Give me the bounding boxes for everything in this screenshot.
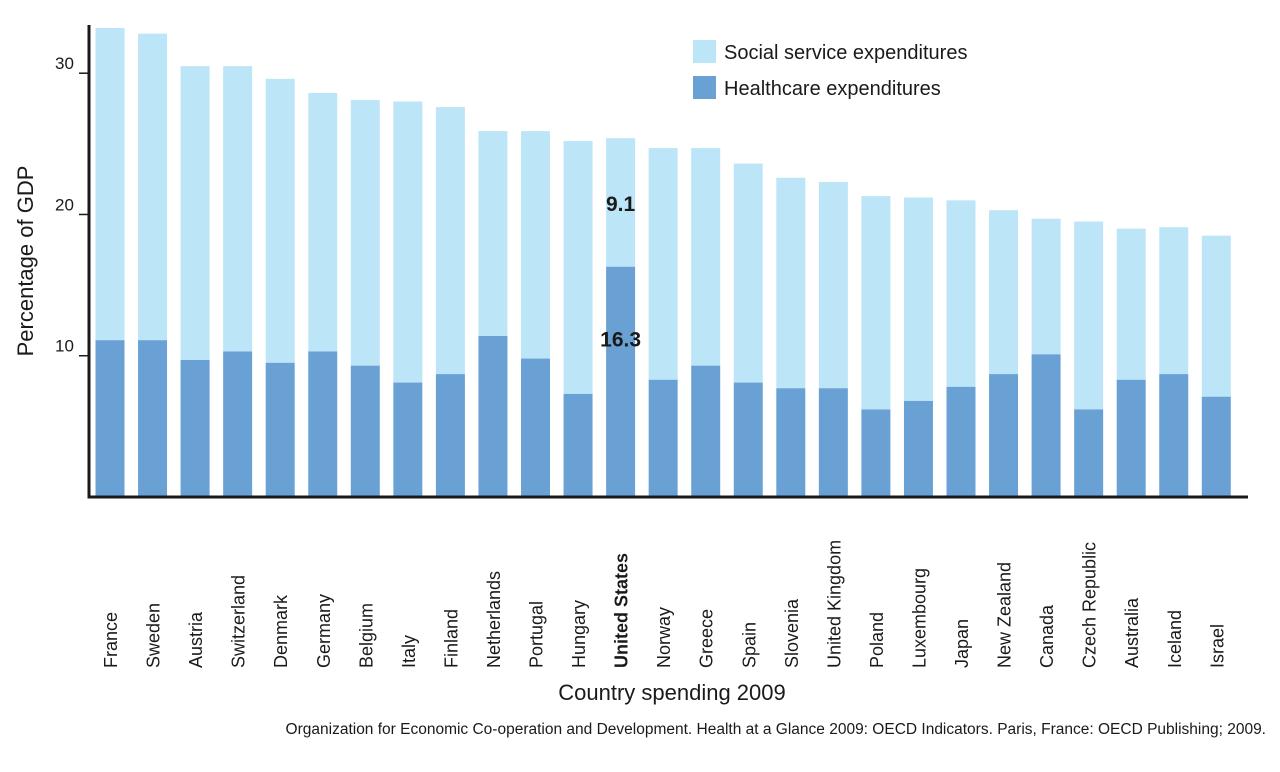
bar-social-israel [1201, 235, 1231, 397]
bar-social-denmark [265, 78, 295, 363]
bar-social-sweden [138, 33, 168, 341]
x-tick-label-canada: Canada [1037, 604, 1057, 668]
bar-healthcare-switzerland [223, 351, 253, 497]
bar-healthcare-denmark [265, 362, 295, 497]
bar-healthcare-finland [435, 374, 465, 497]
bar-healthcare-spain [733, 382, 763, 497]
bar-healthcare-italy [393, 382, 423, 497]
bar-social-austria [180, 66, 210, 360]
bar-social-italy [393, 101, 423, 383]
bar-healthcare-canada [1031, 354, 1061, 497]
y-axis-ticks: 10 20 30 [55, 54, 89, 357]
bar-social-iceland [1159, 227, 1189, 375]
bar-social-australia [1116, 228, 1146, 380]
bar-healthcare-israel [1201, 396, 1231, 497]
legend-swatch-healthcare-expenditures [693, 76, 716, 99]
bar-healthcare-netherlands [478, 335, 508, 497]
bar-social-portugal [521, 131, 550, 359]
bar-healthcare-iceland [1159, 374, 1189, 497]
x-tick-label-denmark: Denmark [271, 594, 291, 668]
x-tick-label-hungary: Hungary [569, 600, 589, 668]
bar-healthcare-united-states [606, 266, 636, 497]
bar-social-poland [861, 196, 891, 410]
data-label-healthcare-expenditures-united-states: 16.3 [600, 329, 641, 352]
bar-healthcare-poland [861, 409, 891, 497]
stacked-bar-chart: 9.1 16.3 10 20 30 France Sweden Austria Switze… [13, 25, 1248, 705]
source-citation: Organization for Economic Co-operation a… [285, 721, 1266, 738]
bar-social-greece [691, 148, 721, 366]
x-tick-label-finland: Finland [441, 609, 461, 668]
bar-healthcare-france [95, 340, 125, 497]
bars-layer [95, 28, 1231, 497]
x-tick-label-united-states: United States [612, 553, 632, 668]
x-tick-label-spain: Spain [739, 622, 759, 668]
x-tick-label-iceland: Iceland [1165, 610, 1185, 668]
bar-social-hungary [563, 141, 593, 394]
legend: Social service expenditures Healthcare ex… [693, 40, 967, 100]
x-tick-label-czech-republic: Czech Republic [1080, 542, 1100, 668]
bar-social-new-zealand [989, 210, 1019, 375]
x-tick-label-luxembourg: Luxembourg [909, 568, 929, 668]
bar-healthcare-belgium [350, 365, 380, 497]
y-tick-label-20: 20 [55, 195, 74, 214]
bar-social-finland [435, 107, 465, 375]
bar-social-spain [733, 163, 763, 383]
bar-social-slovenia [776, 177, 806, 389]
x-tick-label-portugal: Portugal [527, 601, 547, 668]
bar-social-czech-republic [1074, 221, 1104, 410]
x-tick-label-poland: Poland [867, 612, 887, 668]
bar-social-belgium [350, 100, 380, 366]
x-tick-label-norway: Norway [654, 607, 674, 668]
bar-social-canada [1031, 218, 1061, 355]
bar-social-united-kingdom [818, 181, 848, 389]
bar-healthcare-united-kingdom [818, 388, 848, 497]
x-tick-label-israel: Israel [1207, 624, 1227, 668]
bar-healthcare-norway [648, 379, 678, 497]
data-label-social-service-expenditures-united-states: 9.1 [606, 193, 636, 216]
y-tick-label-10: 10 [55, 337, 74, 356]
bar-social-france [95, 28, 125, 341]
bar-healthcare-australia [1116, 379, 1146, 497]
bar-healthcare-luxembourg [903, 400, 933, 497]
legend-label-social-service-expenditures: Social service expenditures [724, 42, 967, 64]
x-tick-label-switzerland: Switzerland [229, 575, 249, 668]
bar-healthcare-japan [946, 386, 976, 497]
bar-social-luxembourg [903, 197, 933, 401]
bar-social-netherlands [478, 131, 508, 336]
bar-social-switzerland [223, 66, 253, 352]
x-tick-label-australia: Australia [1122, 597, 1142, 668]
bar-healthcare-sweden [138, 340, 168, 497]
bar-healthcare-germany [308, 351, 338, 497]
bar-healthcare-new-zealand [989, 374, 1019, 497]
bar-healthcare-hungary [563, 393, 593, 497]
bar-social-japan [946, 200, 976, 387]
bar-social-united-states [606, 138, 636, 267]
bar-social-norway [648, 148, 678, 380]
y-tick-label-30: 30 [55, 54, 74, 73]
x-axis-title: Country spending 2009 [558, 680, 786, 705]
x-tick-label-new-zealand: New Zealand [995, 562, 1015, 668]
x-axis-category-labels: France Sweden Austria Switzerland Denmark Ger… [101, 540, 1227, 668]
x-tick-label-japan: Japan [952, 619, 972, 668]
bar-healthcare-czech-republic [1074, 409, 1104, 497]
x-tick-label-greece: Greece [697, 609, 717, 668]
y-axis-title: Percentage of GDP [13, 166, 38, 357]
bar-healthcare-greece [691, 365, 721, 497]
x-tick-label-france: France [101, 612, 121, 668]
x-tick-label-sweden: Sweden [144, 603, 164, 668]
x-tick-label-united-kingdom: United Kingdom [824, 540, 844, 668]
bar-healthcare-slovenia [776, 388, 806, 497]
x-tick-label-italy: Italy [399, 635, 419, 668]
bar-healthcare-portugal [521, 358, 550, 497]
x-tick-label-netherlands: Netherlands [484, 571, 504, 668]
legend-label-healthcare-expenditures: Healthcare expenditures [724, 78, 941, 100]
x-tick-label-belgium: Belgium [356, 603, 376, 668]
x-tick-label-slovenia: Slovenia [782, 598, 802, 668]
legend-swatch-social-service-expenditures [693, 40, 716, 63]
bar-healthcare-austria [180, 359, 210, 497]
x-tick-label-austria: Austria [186, 611, 206, 668]
x-tick-label-germany: Germany [314, 594, 334, 668]
bar-social-germany [308, 92, 338, 352]
annotations-layer: 9.1 16.3 [600, 193, 641, 352]
